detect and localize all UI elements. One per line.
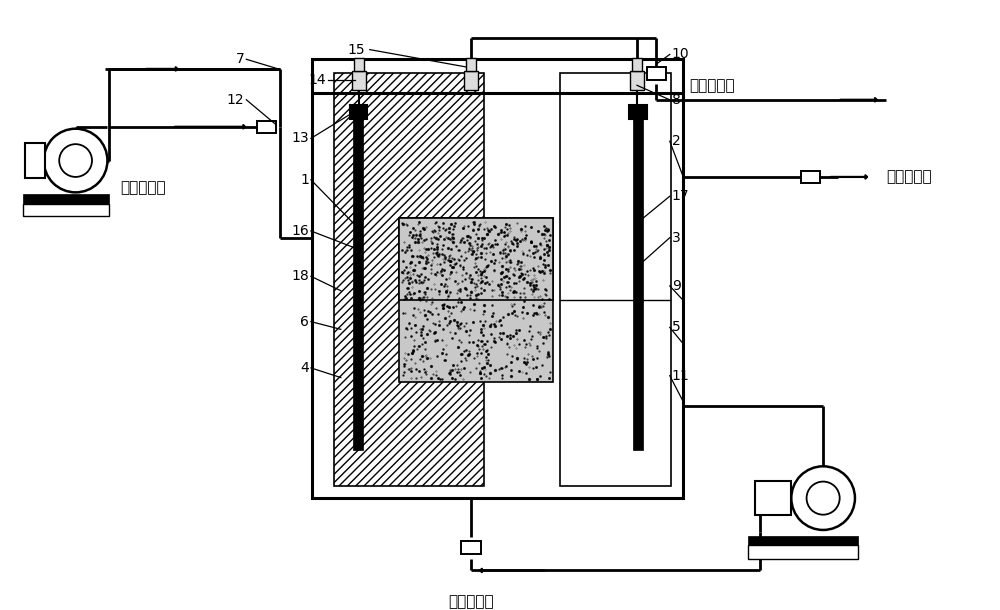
Text: 5: 5 [672,320,680,334]
Bar [647,68,666,80]
Text: 阳极室进水: 阳极室进水 [448,595,494,609]
Text: 10: 10 [672,48,689,62]
Text: 11: 11 [672,368,689,382]
Text: 16: 16 [291,224,309,238]
Bar [560,73,671,486]
Text: 6: 6 [300,315,309,329]
Bar [632,59,642,71]
Text: 2: 2 [672,134,680,148]
Bar [629,104,647,119]
Bar [334,73,484,486]
Bar [399,218,553,300]
Bar [801,171,820,183]
Text: 15: 15 [347,43,365,57]
Bar [312,59,683,498]
Text: 4: 4 [300,361,309,375]
Text: 18: 18 [291,269,309,283]
Bar [630,71,644,90]
Bar [352,71,366,90]
Bar [464,71,478,90]
Text: 8: 8 [672,93,681,107]
Bar [748,536,858,545]
Text: 阳极室出水: 阳极室出水 [689,78,735,93]
Bar [461,541,481,554]
Text: 阴极室进水: 阴极室进水 [120,180,166,195]
Text: 7: 7 [236,52,244,66]
Bar [257,121,276,133]
Text: 9: 9 [672,279,681,293]
Bar [399,218,553,382]
Bar [23,204,109,217]
Text: 阴极室出水: 阴极室出水 [886,170,931,184]
Text: 17: 17 [672,189,689,203]
Text: 3: 3 [672,231,680,245]
Bar [755,481,791,515]
Text: 12: 12 [227,93,244,107]
Bar [350,104,367,119]
Text: 1: 1 [300,173,309,187]
Bar [354,59,364,71]
Bar [23,195,109,204]
Bar [633,107,643,450]
Text: 14: 14 [309,73,326,87]
Text: 13: 13 [291,131,309,145]
Bar [748,545,858,559]
Bar [353,107,363,450]
Bar [466,59,476,71]
Bar [25,143,45,178]
